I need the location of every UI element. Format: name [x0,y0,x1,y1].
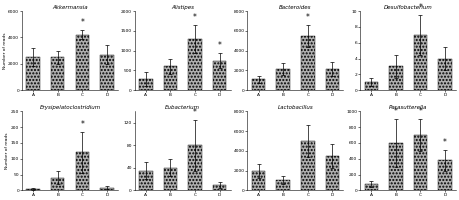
Bar [213,185,226,190]
Bar [139,79,152,90]
Title: Desulfobacterium: Desulfobacterium [384,5,432,10]
Y-axis label: Number of reads: Number of reads [6,133,9,169]
Text: *: * [394,107,398,116]
Bar [276,180,290,190]
Bar [301,36,314,90]
Text: *: * [306,13,310,22]
Text: *: * [193,108,197,117]
Title: Parasutterella: Parasutterella [389,105,427,110]
Bar [76,152,89,190]
Bar [26,57,40,90]
Title: Bacteroides: Bacteroides [279,5,312,10]
Bar [100,188,114,190]
Bar [414,135,427,190]
Title: Akkermansia: Akkermansia [52,5,88,10]
Title: Eubacterium: Eubacterium [165,105,200,110]
Text: *: * [218,41,222,50]
Text: *: * [419,3,422,12]
Bar [364,82,378,90]
Bar [139,171,152,190]
Bar [26,189,40,190]
Bar [438,59,452,90]
Bar [325,69,339,90]
Title: Lactobacillus: Lactobacillus [278,105,313,110]
Text: *: * [419,107,422,116]
Bar [164,66,177,90]
Title: Erysipelatoclostridium: Erysipelatoclostridium [39,105,101,110]
Bar [276,69,290,90]
Bar [301,141,314,190]
Bar [213,61,226,90]
Bar [414,35,427,90]
Text: *: * [80,120,84,129]
Bar [389,66,403,90]
Bar [389,143,403,190]
Bar [100,55,114,90]
Y-axis label: Number of reads: Number of reads [3,32,7,69]
Bar [438,160,452,190]
Text: *: * [193,13,197,22]
Text: *: * [80,18,84,27]
Bar [252,171,265,190]
Bar [51,57,64,90]
Bar [364,184,378,190]
Bar [325,156,339,190]
Title: Alistipes: Alistipes [171,5,194,10]
Bar [164,168,177,190]
Bar [51,178,64,190]
Bar [76,35,89,90]
Bar [188,39,202,90]
Bar [252,79,265,90]
Text: *: * [443,138,447,147]
Bar [188,145,202,190]
